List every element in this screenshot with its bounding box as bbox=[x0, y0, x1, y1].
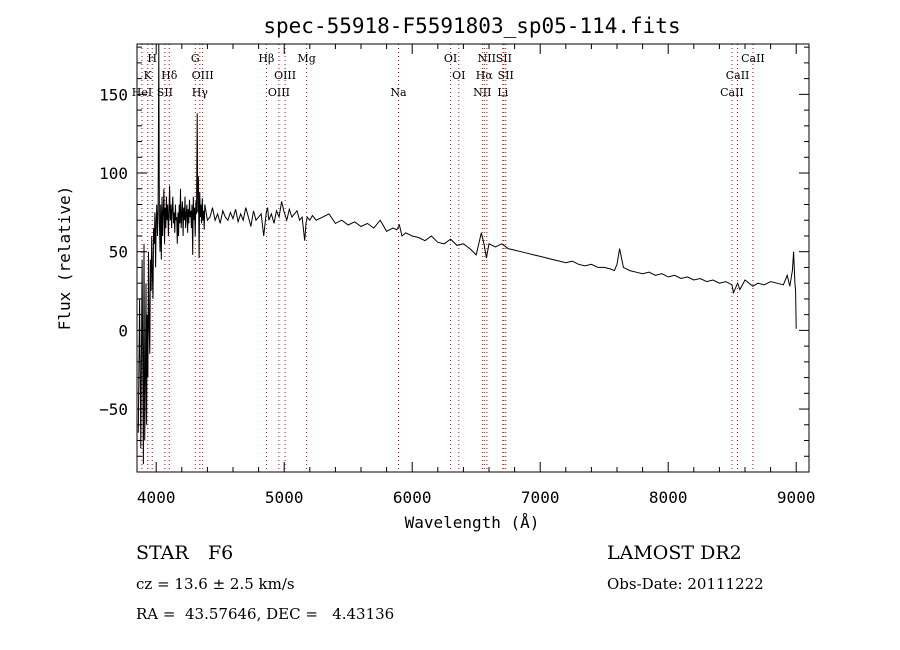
observation-date: Obs-Date: 20111222 bbox=[607, 575, 764, 593]
object-class: STAR bbox=[136, 542, 189, 564]
y-tick-label: 150 bbox=[99, 85, 128, 104]
line-marker-label: K bbox=[144, 69, 153, 82]
line-marker-label: OI bbox=[444, 52, 457, 65]
line-marker-label: CaII bbox=[741, 52, 765, 65]
line-markers: HeIKHSIIHδGHγOIIIHβOIIIOIIIMgNaOIOINIIHα… bbox=[132, 44, 765, 472]
plot-frame bbox=[136, 43, 810, 473]
line-marker-label: H bbox=[147, 52, 157, 65]
y-tick-label: 100 bbox=[99, 164, 128, 183]
line-marker-label: NII bbox=[473, 86, 491, 99]
line-marker-label: OIII bbox=[274, 69, 296, 82]
x-tick-label: 5000 bbox=[265, 488, 304, 507]
line-marker-label: CaII bbox=[720, 86, 744, 99]
x-tick-label: 6000 bbox=[393, 488, 432, 507]
line-marker-label: OI bbox=[452, 69, 465, 82]
spectrum-series bbox=[137, 44, 797, 465]
y-tick-label: 0 bbox=[118, 321, 128, 340]
ra-dec-coordinates: RA = 43.57646, DEC = 4.43136 bbox=[136, 605, 395, 623]
spectrum-line-0 bbox=[137, 44, 797, 465]
x-tick-label: 8000 bbox=[649, 488, 688, 507]
line-marker-label: OIII bbox=[192, 69, 214, 82]
y-axis-label: Flux (relative) bbox=[55, 186, 74, 331]
line-marker-label: CaII bbox=[726, 69, 750, 82]
x-tick-label: 9000 bbox=[777, 488, 816, 507]
line-marker-label: Na bbox=[390, 86, 407, 99]
x-axis-label: Wavelength (Å) bbox=[405, 513, 540, 532]
line-marker-label: Mg bbox=[297, 52, 315, 65]
chart-title: spec-55918-F5591803_sp05-114.fits bbox=[263, 14, 680, 38]
line-marker-label: Hγ bbox=[192, 86, 209, 99]
line-marker-label: HeI bbox=[132, 86, 152, 99]
y-tick-label: 50 bbox=[109, 243, 128, 262]
line-marker-label: Hα bbox=[476, 69, 494, 82]
line-marker-label: SII bbox=[496, 52, 512, 65]
survey-name: LAMOST DR2 bbox=[607, 542, 742, 564]
redshift-cz: cz = 13.6 ± 2.5 km/s bbox=[136, 575, 295, 593]
line-marker-label: SII bbox=[157, 86, 173, 99]
line-marker-label: Li bbox=[497, 86, 508, 99]
x-tick-label: 4000 bbox=[137, 488, 176, 507]
line-marker-label: OIII bbox=[268, 86, 290, 99]
line-marker-label: SII bbox=[498, 69, 514, 82]
line-marker-label: G bbox=[191, 52, 200, 65]
line-marker-label: Hβ bbox=[258, 52, 274, 65]
object-subclass: F6 bbox=[208, 542, 234, 564]
x-tick-label: 7000 bbox=[521, 488, 560, 507]
line-marker-label: NII bbox=[478, 52, 496, 65]
axis-ticks: 4000 5000 6000 7000 8000 9000 −50 0 50 100 150 bbox=[99, 44, 815, 507]
y-tick-label: −50 bbox=[99, 400, 128, 419]
line-marker-label: Hδ bbox=[161, 69, 178, 82]
